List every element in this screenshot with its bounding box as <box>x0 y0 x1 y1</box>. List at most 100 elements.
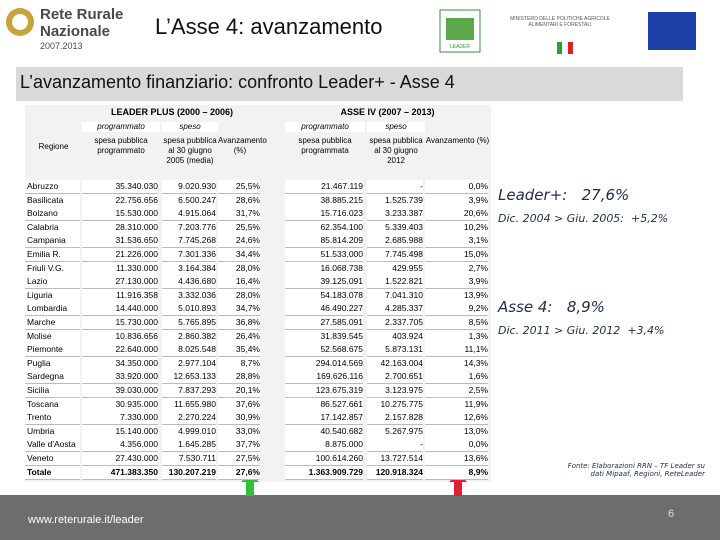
table-cell: 2.700.651 <box>367 370 423 385</box>
table-cell: 13,0% <box>425 424 488 439</box>
change: +3,4% <box>627 324 665 337</box>
group-header: ASSE IV (2007 – 2013) <box>340 107 435 117</box>
table-cell: 40.540.682 <box>285 424 363 439</box>
table-cell: 7.301.336 <box>162 248 216 262</box>
table-cell: 5.339.403 <box>367 220 423 235</box>
column-header: Regione <box>38 142 69 151</box>
table-cell: 9,2% <box>425 302 488 317</box>
table-cell: 51.533.000 <box>285 248 363 262</box>
table-cell: 9.020.930 <box>162 180 216 194</box>
table-cell: 46.490.227 <box>285 302 363 317</box>
table-cell: 12.653.133 <box>162 370 216 385</box>
table-cell: 31,7% <box>218 207 260 222</box>
table-cell: Campania <box>25 234 80 249</box>
column-header: spesa pubblica al 30 giugno 2005 (media) <box>163 136 217 165</box>
table-cell: 33,0% <box>218 424 260 439</box>
table-cell: 86.527.661 <box>285 397 363 412</box>
table-cell: 26,4% <box>218 329 260 344</box>
table-cell: 294.014.569 <box>285 356 363 371</box>
table-cell: Sardegna <box>25 370 80 385</box>
table-cell: Valle d'Aosta <box>25 438 80 453</box>
value: 8,9% <box>566 298 605 316</box>
highlight: Asse 4: 8,9% <box>498 298 605 316</box>
table-cell: 3,9% <box>425 193 488 208</box>
sub-header: programmato <box>285 122 365 132</box>
table-cell: 3.332.036 <box>162 288 216 303</box>
table-cell: 11,9% <box>425 397 488 412</box>
table-cell: - <box>367 180 423 194</box>
table-cell: 22.756.656 <box>82 193 158 208</box>
group-header: LEADER PLUS (2000 – 2006) <box>110 107 234 117</box>
table-cell: 130.207.219 <box>162 465 216 480</box>
table-cell: 33.920.000 <box>82 370 158 385</box>
column-header: spesa pubblica programmata <box>298 136 352 155</box>
highlight-detail: Dic. 2011 > Giu. 2012 +3,4% <box>498 324 664 337</box>
table-cell: 3,1% <box>425 234 488 249</box>
page-number: 6 <box>668 508 675 520</box>
table-cell: 1.522.821 <box>367 275 423 290</box>
table-cell: 2.860.382 <box>162 329 216 344</box>
table-cell: 34.350.000 <box>82 356 158 371</box>
table-cell: Liguria <box>25 288 80 303</box>
table-cell: Lazio <box>25 275 80 290</box>
table-cell: 3.164.384 <box>162 261 216 276</box>
table-cell: 1.363.909.729 <box>285 465 363 480</box>
table-cell: 8,5% <box>425 316 488 330</box>
table-cell: 0,0% <box>425 180 488 194</box>
table-cell: 7.745.498 <box>367 248 423 262</box>
table-cell: 85.814.209 <box>285 234 363 249</box>
table-cell: 30,9% <box>218 411 260 426</box>
table-cell: 15.140.000 <box>82 424 158 439</box>
table-cell: 52.568.675 <box>285 343 363 358</box>
table-cell: 16.068.738 <box>285 261 363 276</box>
table-cell: 39.125.091 <box>285 275 363 290</box>
table-cell: 100.614.260 <box>285 452 363 466</box>
table-cell: Totale <box>25 465 80 480</box>
table-cell: 30.935.000 <box>82 397 158 412</box>
table-cell: 12,6% <box>425 411 488 426</box>
table-cell: 5.010.893 <box>162 302 216 317</box>
table-cell: 28,6% <box>218 193 260 208</box>
table-cell: 35.340.030 <box>82 180 158 194</box>
table-cell: 1,3% <box>425 329 488 344</box>
table-cell: 1.525.739 <box>367 193 423 208</box>
table-cell: 39.030.000 <box>82 384 158 398</box>
detail: Dic. 2004 > Giu. 2005: <box>498 212 625 225</box>
table-cell: 8.875.000 <box>285 438 363 453</box>
table-cell: 3.233.387 <box>367 207 423 222</box>
table-cell: 27.430.000 <box>82 452 158 466</box>
table-cell: 471.383.350 <box>82 465 158 480</box>
detail: Dic. 2011 > Giu. 2012 <box>498 324 621 337</box>
table-cell: 10.836.656 <box>82 329 158 344</box>
table-cell: 28,0% <box>218 261 260 276</box>
table-cell: 4.999.010 <box>162 424 216 439</box>
table-cell: 403.924 <box>367 329 423 344</box>
table-cell: 429.955 <box>367 261 423 276</box>
table-cell: 4.436.680 <box>162 275 216 290</box>
table-cell: 7.745.268 <box>162 234 216 249</box>
table-cell: 22.640.000 <box>82 343 158 358</box>
table-cell: 1,6% <box>425 370 488 385</box>
table-cell: 2,5% <box>425 384 488 398</box>
change: +5,2% <box>631 212 669 225</box>
table-cell: 16,4% <box>218 275 260 290</box>
table-cell: 34,4% <box>218 248 260 262</box>
table-cell: Abruzzo <box>25 180 80 194</box>
table-cell: Umbria <box>25 424 80 439</box>
table-cell: 2.270.224 <box>162 411 216 426</box>
logo-years: 2007.2013 <box>40 41 83 51</box>
table-cell: 25,5% <box>218 180 260 194</box>
table-cell: 27,6% <box>218 465 260 480</box>
table-cell: Trento <box>25 411 80 426</box>
sub-header: speso <box>367 122 425 132</box>
table-cell: 17.142.857 <box>285 411 363 426</box>
table-cell: Bolzano <box>25 207 80 222</box>
table-cell: 120.918.324 <box>367 465 423 480</box>
sub-header: speso <box>162 122 218 132</box>
table-cell: Basilicata <box>25 193 80 208</box>
table-cell: 38.885.215 <box>285 193 363 208</box>
value: 27,6% <box>581 186 630 204</box>
table-cell: 2,7% <box>425 261 488 276</box>
column-header: Avanzamento (%) <box>425 136 490 145</box>
table-cell: 13,6% <box>425 452 488 466</box>
